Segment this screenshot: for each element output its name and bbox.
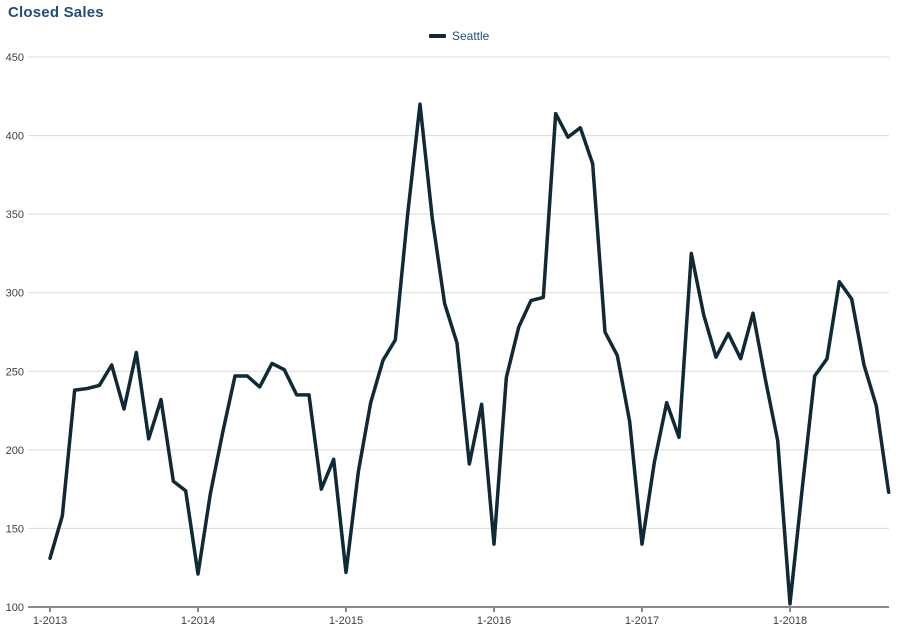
y-axis-label: 350	[6, 209, 24, 221]
legend-line-marker	[429, 34, 446, 38]
x-axis-label: 1-2018	[773, 615, 807, 627]
y-axis-label: 450	[6, 52, 24, 64]
x-axis-label: 1-2013	[33, 615, 67, 627]
x-axis-label: 1-2014	[181, 615, 215, 627]
y-axis-label: 250	[6, 366, 24, 378]
y-axis-label: 100	[6, 602, 24, 614]
y-axis-label: 400	[6, 131, 24, 143]
y-axis-label: 300	[6, 288, 24, 300]
x-axis-label: 1-2015	[329, 615, 363, 627]
y-axis-label: 150	[6, 523, 24, 535]
legend: Seattle	[429, 29, 489, 43]
x-axis-label: 1-2016	[477, 615, 511, 627]
y-axis-label: 200	[6, 445, 24, 457]
x-axis-label: 1-2017	[625, 615, 659, 627]
series-line-seattle	[48, 102, 891, 606]
legend-label: Seattle	[452, 29, 490, 43]
chart-title: Closed Sales	[8, 4, 104, 21]
